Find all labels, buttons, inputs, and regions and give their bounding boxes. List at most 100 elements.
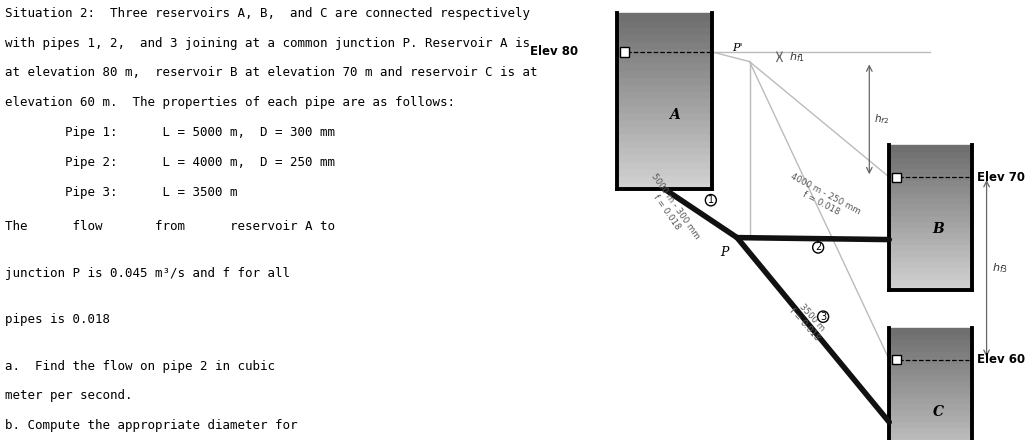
Bar: [617, 168, 712, 175]
Bar: [889, 215, 971, 221]
Bar: [617, 13, 712, 20]
Ellipse shape: [818, 311, 828, 323]
Bar: [889, 334, 971, 339]
Bar: [889, 256, 971, 261]
Bar: [889, 368, 971, 374]
Bar: [889, 163, 971, 169]
Text: A: A: [669, 108, 679, 122]
Bar: [619, 47, 629, 57]
Bar: [889, 198, 971, 203]
Text: P: P: [720, 246, 729, 260]
Text: pipes is 0.018: pipes is 0.018: [5, 313, 110, 326]
Text: Pipe 3:      L = 3500 m: Pipe 3: L = 3500 m: [5, 186, 238, 199]
Bar: [889, 397, 971, 403]
Text: junction P is 0.045 m³/s and f for all: junction P is 0.045 m³/s and f for all: [5, 267, 290, 280]
Text: Situation 2:  Three reservoirs A, B,  and C are connected respectively: Situation 2: Three reservoirs A, B, and …: [5, 7, 531, 20]
Bar: [617, 62, 712, 70]
Bar: [617, 77, 712, 84]
Bar: [617, 34, 712, 41]
Bar: [889, 421, 971, 426]
Bar: [889, 279, 971, 285]
Bar: [889, 345, 971, 351]
Text: 2: 2: [815, 242, 821, 253]
Bar: [617, 91, 712, 98]
Bar: [617, 84, 712, 91]
Bar: [617, 119, 712, 126]
Text: $h_{f1}$: $h_{f1}$: [789, 50, 806, 64]
Bar: [889, 232, 971, 238]
Bar: [889, 351, 971, 357]
Bar: [617, 55, 712, 62]
Text: meter per second.: meter per second.: [5, 389, 133, 403]
Bar: [889, 267, 971, 273]
Ellipse shape: [813, 242, 823, 253]
Ellipse shape: [705, 194, 716, 206]
Bar: [617, 27, 712, 34]
Bar: [889, 209, 971, 215]
Bar: [617, 154, 712, 161]
Bar: [889, 157, 971, 163]
Text: 3: 3: [820, 312, 826, 322]
Text: a.  Find the flow on pipe 2 in cubic: a. Find the flow on pipe 2 in cubic: [5, 359, 276, 373]
Text: Elev 60: Elev 60: [977, 353, 1025, 366]
Text: $h_{f2}$: $h_{f2}$: [875, 113, 889, 126]
Bar: [889, 273, 971, 279]
Text: P': P': [732, 43, 742, 53]
Bar: [889, 433, 971, 438]
Bar: [889, 374, 971, 380]
Bar: [889, 261, 971, 267]
Bar: [617, 70, 712, 77]
Bar: [889, 426, 971, 433]
Bar: [617, 133, 712, 140]
Bar: [889, 145, 971, 151]
Bar: [889, 203, 971, 209]
Bar: [892, 355, 900, 364]
Bar: [889, 227, 971, 232]
Bar: [889, 328, 971, 334]
Bar: [617, 140, 712, 147]
Bar: [889, 386, 971, 392]
Bar: [889, 250, 971, 256]
Text: Elev 80: Elev 80: [530, 45, 578, 59]
Text: 5000 m - 300 mm
f = 0.018: 5000 m - 300 mm f = 0.018: [641, 172, 701, 246]
Bar: [889, 221, 971, 227]
Bar: [889, 357, 971, 363]
Text: elevation 60 m.  The properties of each pipe are as follows:: elevation 60 m. The properties of each p…: [5, 96, 456, 110]
Bar: [889, 238, 971, 244]
Bar: [889, 244, 971, 250]
Bar: [889, 380, 971, 386]
Bar: [889, 169, 971, 174]
Text: Pipe 1:      L = 5000 m,  D = 300 mm: Pipe 1: L = 5000 m, D = 300 mm: [5, 126, 335, 139]
Bar: [889, 285, 971, 290]
Bar: [617, 20, 712, 27]
Text: Elev 70: Elev 70: [977, 171, 1025, 183]
Bar: [889, 403, 971, 409]
Bar: [617, 175, 712, 182]
Bar: [892, 172, 900, 182]
Bar: [617, 161, 712, 168]
Bar: [889, 363, 971, 368]
Bar: [889, 192, 971, 198]
Text: b. Compute the appropriate diameter for: b. Compute the appropriate diameter for: [5, 419, 298, 433]
Bar: [617, 147, 712, 154]
Bar: [889, 180, 971, 186]
Bar: [617, 41, 712, 48]
Text: at elevation 80 m,  reservoir B at elevation 70 m and reservoir C is at: at elevation 80 m, reservoir B at elevat…: [5, 66, 538, 80]
Text: $h_{f3}$: $h_{f3}$: [992, 261, 1007, 275]
Bar: [617, 126, 712, 133]
Bar: [889, 174, 971, 180]
Bar: [889, 438, 971, 440]
Bar: [617, 182, 712, 189]
Text: 3500 m
f = 0.018: 3500 m f = 0.018: [787, 300, 829, 343]
Bar: [617, 48, 712, 55]
Text: The      flow       from      reservoir A to: The flow from reservoir A to: [5, 220, 335, 234]
Bar: [889, 415, 971, 421]
Bar: [889, 339, 971, 345]
Bar: [889, 392, 971, 397]
Bar: [617, 98, 712, 105]
Bar: [889, 409, 971, 415]
Bar: [889, 151, 971, 157]
Text: 4000 m - 250 mm
f = 0.018: 4000 m - 250 mm f = 0.018: [784, 172, 862, 226]
Text: B: B: [933, 222, 945, 236]
Text: 1: 1: [708, 195, 714, 205]
